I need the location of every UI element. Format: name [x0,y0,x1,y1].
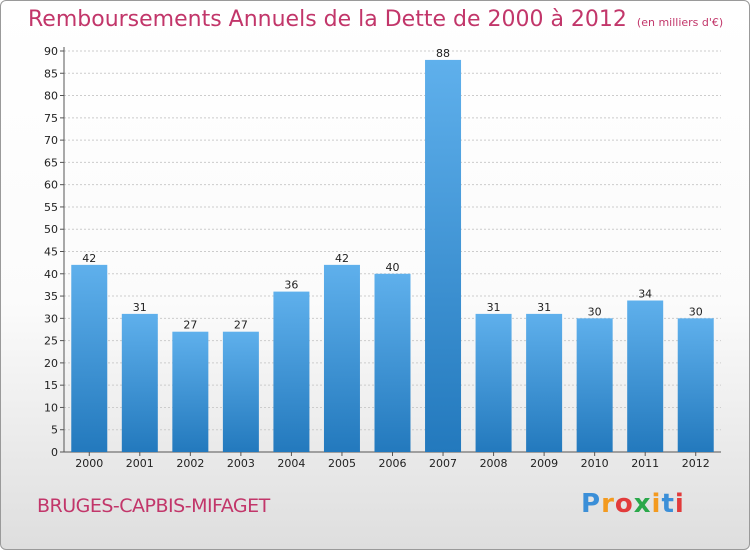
bar [677,318,714,452]
bar [425,59,462,453]
y-tick-label: 25 [44,335,58,348]
chart-subtitle: (en milliers d'€) [636,16,724,29]
data-label: 27 [234,319,248,332]
x-tick-label: 2008 [480,457,508,470]
logo-letter: o [614,489,634,519]
x-tick-label: 2009 [530,457,558,470]
x-tick-label: 2011 [631,457,659,470]
proxiti-logo: Proxiti [581,489,685,519]
data-label: 31 [133,301,147,314]
x-tick-label: 2000 [75,457,103,470]
bar [71,264,108,452]
x-tick-label: 2001 [126,457,154,470]
y-tick-label: 10 [44,401,58,414]
y-tick-label: 85 [44,67,58,80]
logo-letter: i [674,489,685,519]
y-tick-label: 60 [44,179,58,192]
x-tick-label: 2006 [379,457,407,470]
y-tick-label: 50 [44,223,58,236]
y-tick-label: 65 [44,156,58,169]
bar [526,313,563,452]
y-tick-label: 5 [51,424,58,437]
y-tick-label: 40 [44,268,58,281]
data-label: 88 [436,47,450,60]
bar [273,291,310,452]
data-label: 40 [386,261,400,274]
commune-name: BRUGES-CAPBIS-MIFAGET [37,495,270,517]
bar [323,264,360,452]
data-label: 34 [638,288,652,301]
data-label: 42 [82,252,96,265]
data-label: 30 [588,305,602,318]
logo-letter: t [661,489,675,519]
y-tick-label: 75 [44,112,58,125]
logo-letter: P [581,489,602,519]
bar [374,273,411,452]
y-tick-label: 0 [51,446,58,459]
data-label: 30 [689,305,703,318]
x-tick-label: 2010 [581,457,609,470]
y-tick-label: 70 [44,134,58,147]
title-text: Remboursements Annuels de la Dette de 20… [28,7,627,32]
x-tick-label: 2004 [277,457,305,470]
bar [172,331,209,452]
bar [576,318,613,452]
logo-letter: i [651,489,662,519]
bar [222,331,259,452]
y-tick-label: 55 [44,201,58,214]
chart-title: Remboursements Annuels de la Dette de 20… [28,7,723,32]
data-label: 36 [284,279,298,292]
logo-letter: r [601,489,615,519]
logo-letter: x [633,489,652,519]
y-tick-label: 45 [44,246,58,259]
y-tick-label: 15 [44,379,58,392]
x-tick-label: 2005 [328,457,356,470]
x-tick-label: 2002 [176,457,204,470]
data-label: 31 [537,301,551,314]
x-tick-label: 2007 [429,457,457,470]
y-tick-label: 80 [44,90,58,103]
bar [475,313,512,452]
x-tick-label: 2003 [227,457,255,470]
y-tick-label: 20 [44,357,58,370]
bar [121,313,158,452]
y-tick-label: 30 [44,312,58,325]
y-tick-label: 35 [44,290,58,303]
data-label: 31 [487,301,501,314]
data-label: 27 [183,319,197,332]
x-tick-label: 2012 [682,457,710,470]
data-label: 42 [335,252,349,265]
bar [627,300,664,452]
y-tick-label: 90 [44,45,58,58]
